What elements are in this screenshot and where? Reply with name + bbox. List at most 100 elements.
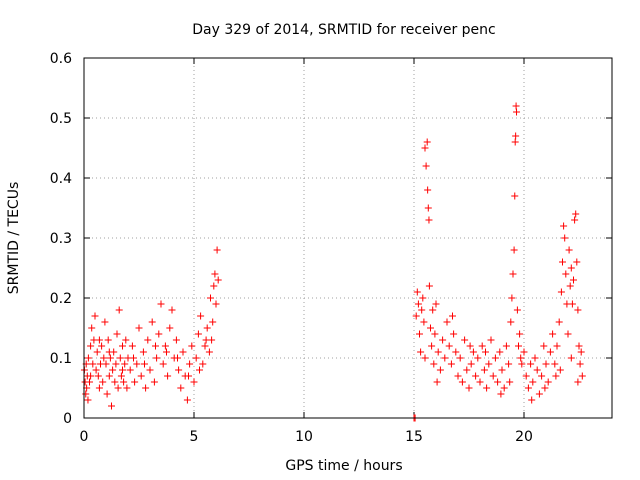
data-point [510, 246, 518, 254]
data-point [120, 378, 128, 386]
data-point [527, 360, 535, 368]
data-point [507, 318, 515, 326]
data-point [92, 366, 100, 374]
data-point [172, 336, 180, 344]
data-point [121, 360, 129, 368]
data-point [109, 366, 117, 374]
data-point [445, 342, 453, 350]
data-point [439, 336, 447, 344]
data-point [450, 330, 458, 338]
data-point [95, 384, 103, 392]
data-point [166, 324, 174, 332]
data-point [114, 384, 122, 392]
y-axis-label: SRMTID / TECUs [6, 182, 22, 295]
data-point [119, 366, 126, 374]
data-point [556, 366, 564, 374]
data-point [424, 186, 432, 194]
data-point [213, 246, 221, 254]
data-point [562, 270, 570, 278]
data-point [571, 216, 579, 224]
data-point [214, 276, 222, 284]
data-point [421, 354, 429, 362]
data-point [491, 354, 499, 362]
data-point [175, 366, 183, 374]
data-point [414, 300, 422, 308]
data-point [516, 330, 524, 338]
data-point [482, 348, 489, 356]
data-point [188, 342, 196, 350]
data-point [557, 288, 565, 296]
data-point [502, 342, 510, 350]
data-point [467, 360, 475, 368]
data-point [520, 348, 528, 356]
y-tick-label: 0.6 [50, 51, 72, 67]
data-point [508, 294, 516, 302]
data-point [168, 306, 176, 314]
data-point [496, 348, 504, 356]
data-point [505, 360, 513, 368]
data-point [419, 294, 427, 302]
data-point [430, 360, 438, 368]
data-point [522, 372, 530, 380]
data-point [150, 378, 158, 386]
data-point [509, 270, 517, 278]
data-point [497, 390, 505, 398]
data-point [474, 354, 482, 362]
x-tick-label: 5 [190, 429, 199, 445]
data-point [89, 360, 97, 368]
data-point [480, 366, 488, 374]
data-point [517, 354, 525, 362]
data-point [512, 102, 520, 110]
data-point [99, 378, 107, 386]
data-point [422, 162, 430, 170]
data-point [201, 342, 209, 350]
y-tick-label: 0.5 [50, 111, 72, 127]
data-point [433, 378, 441, 386]
data-point [104, 336, 112, 344]
data-point [152, 342, 159, 350]
data-point [84, 354, 92, 362]
data-point [566, 282, 574, 290]
y-tick-label: 0 [63, 411, 72, 427]
data-point [555, 318, 563, 326]
data-point [576, 360, 584, 368]
data-point [119, 342, 126, 350]
data-point [157, 300, 165, 308]
data-point [441, 354, 449, 362]
data-point [203, 324, 211, 332]
data-point [577, 348, 585, 356]
data-point [478, 342, 486, 350]
y-tick-label: 0.4 [50, 171, 72, 187]
data-point [487, 336, 495, 344]
data-point [122, 336, 130, 344]
data-point [428, 342, 436, 350]
data-point [105, 372, 113, 380]
data-point [573, 258, 581, 266]
data-point [105, 348, 113, 356]
data-point [425, 216, 433, 224]
data-point [574, 378, 582, 386]
data-point [567, 354, 575, 362]
data-point [177, 384, 185, 392]
data-point [469, 348, 477, 356]
data-point [575, 342, 583, 350]
data-point [461, 336, 469, 344]
y-tick-label: 0.3 [50, 231, 72, 247]
data-point [549, 330, 557, 338]
data-point [524, 384, 532, 392]
data-point [205, 348, 213, 356]
x-tick-label: 10 [295, 429, 313, 445]
data-point [197, 312, 205, 320]
data-point [565, 246, 573, 254]
data-point [506, 378, 514, 386]
data-point [190, 378, 198, 386]
data-point [126, 366, 134, 374]
y-tick-label: 0.1 [50, 351, 72, 367]
data-point [123, 384, 131, 392]
data-point [498, 366, 506, 374]
plot-frame [83, 57, 613, 419]
data-point [546, 348, 554, 356]
data-point [418, 306, 426, 314]
data-point [128, 342, 136, 350]
data-point [500, 384, 508, 392]
